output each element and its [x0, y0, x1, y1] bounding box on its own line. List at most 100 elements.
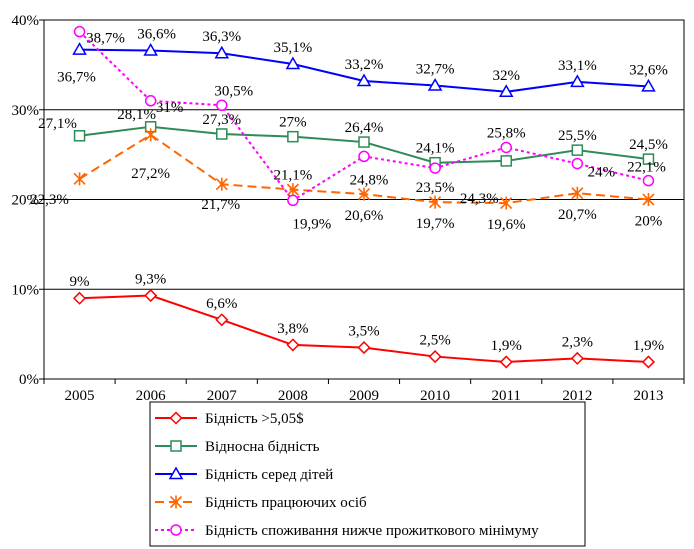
series-0-point-3: [286, 338, 300, 352]
series-group: [72, 25, 656, 369]
data-label: 24,1%: [416, 141, 455, 157]
data-label: 1,9%: [633, 338, 664, 354]
data-label: 38,7%: [86, 31, 125, 47]
legend-marker-0: [169, 411, 183, 425]
series-3-point-7: [571, 186, 584, 200]
data-label: 19,6%: [487, 217, 526, 233]
series-0-point-5: [428, 350, 442, 364]
series-0-point-2: [215, 313, 229, 327]
series-0-point-7: [570, 351, 584, 365]
series-2-point-6: [498, 84, 514, 98]
data-label: 21,7%: [201, 197, 240, 213]
data-label: 24,8%: [350, 172, 389, 188]
data-label: 2,3%: [562, 334, 593, 350]
series-2-point-8: [641, 78, 656, 92]
data-label: 20,6%: [345, 208, 384, 224]
data-label: 21,1%: [274, 168, 313, 184]
series-1-point-2: [216, 128, 228, 140]
series-4-point-3: [287, 194, 299, 207]
series-0-point-4: [357, 341, 371, 355]
data-label: 20%: [635, 214, 663, 230]
data-label: 22,1%: [627, 160, 666, 176]
series-2-point-3: [285, 56, 301, 70]
series-3-point-6: [500, 196, 513, 210]
data-label: 9%: [70, 274, 90, 290]
legend-label: Бідність >5,05$: [205, 411, 304, 427]
series-4-point-1: [144, 95, 157, 107]
series-4-point-0: [73, 25, 86, 38]
data-label: 6,6%: [206, 296, 237, 312]
data-label: 36,6%: [137, 27, 176, 43]
legend: Бідність >5,05$ Відносна бідність Бідність…: [149, 401, 586, 547]
data-label: 3,8%: [277, 321, 308, 337]
data-label: 27,3%: [202, 112, 241, 128]
series-1-point-4: [358, 136, 370, 148]
legend-box: [149, 401, 586, 547]
series-0-point-6: [499, 355, 513, 369]
x-tick-label: 2009: [349, 388, 379, 404]
data-label: 24,3%: [460, 191, 499, 207]
data-label: 2,5%: [419, 333, 450, 349]
x-tick-label: 2010: [420, 388, 450, 404]
legend-marker-3: [169, 495, 183, 509]
data-label: 33,1%: [558, 58, 597, 74]
x-tick-label: 2006: [136, 388, 167, 404]
data-label: 27%: [279, 115, 307, 131]
data-label: 30,5%: [214, 83, 253, 99]
data-label: 19,9%: [293, 216, 332, 232]
series-1-point-3: [287, 130, 299, 143]
y-tick-label: 30%: [12, 103, 40, 119]
y-tick-label: 40%: [12, 13, 40, 29]
data-label: 28,1%: [117, 107, 156, 123]
series-4-point-7: [571, 157, 584, 170]
data-label: 27,1%: [38, 116, 77, 132]
series-1-point-7: [571, 144, 584, 156]
legend-label: Бідність серед дітей: [205, 467, 333, 483]
legend-label: Відносна бідність: [205, 439, 320, 455]
series-2-point-5: [427, 78, 443, 91]
y-tick-label: 0%: [19, 372, 39, 388]
series-2-point-1: [143, 43, 158, 56]
x-tick-label: 2012: [562, 388, 592, 404]
data-label: 33,2%: [345, 57, 384, 73]
data-label: 24,5%: [629, 137, 668, 153]
series-1-point-0: [73, 130, 86, 142]
data-label: 32%: [492, 68, 520, 84]
data-label: 31%: [156, 100, 184, 116]
x-tick-label: 2013: [633, 388, 663, 404]
series-3-point-2: [215, 177, 228, 191]
series-0-point-8: [641, 355, 656, 369]
x-tick-label: 2007: [207, 388, 238, 404]
y-tick-label: 10%: [12, 282, 40, 298]
data-label: 23,5%: [416, 180, 455, 196]
series-2-point-2: [214, 45, 230, 59]
data-label: 26,4%: [345, 120, 384, 136]
series-2-point-4: [356, 73, 372, 87]
data-label: 35,1%: [274, 40, 313, 56]
series-1-point-8: [642, 153, 655, 165]
data-label: 3,5%: [348, 324, 379, 340]
series-4-point-8: [642, 174, 655, 187]
series-1-point-6: [500, 155, 512, 167]
legend-marker-1: [170, 440, 182, 452]
data-label: 22,3%: [30, 192, 69, 208]
series-3-point-0: [73, 172, 86, 186]
axes: 0% 10% 20% 30% 40% 2005 2006 2007 2008 2009 2010 20…: [12, 13, 685, 404]
data-label: 27,2%: [131, 166, 170, 182]
data-label: 25,5%: [558, 128, 597, 144]
series-3-point-3: [286, 183, 299, 197]
series-3-point-4: [357, 187, 371, 201]
data-label: 19,7%: [416, 216, 455, 232]
data-label: 20,7%: [558, 207, 597, 223]
data-label: 1,9%: [491, 338, 522, 354]
series-2-point-7: [570, 74, 585, 88]
series-4-point-2: [216, 99, 228, 112]
legend-label: Бідність споживання нижче прожиткового м…: [205, 523, 539, 539]
legend-label: Бідність працюючих осіб: [205, 495, 367, 511]
data-labels: 9% 9,3% 6,6% 3,8% 3,5% 2,5% 1,9% 2,3% 1,9% 27,1% 2…: [30, 27, 668, 354]
series-3-point-8: [642, 193, 655, 206]
x-tick-label: 2005: [65, 388, 95, 404]
data-label: 25,8%: [487, 125, 526, 141]
series-4-point-6: [500, 141, 512, 154]
